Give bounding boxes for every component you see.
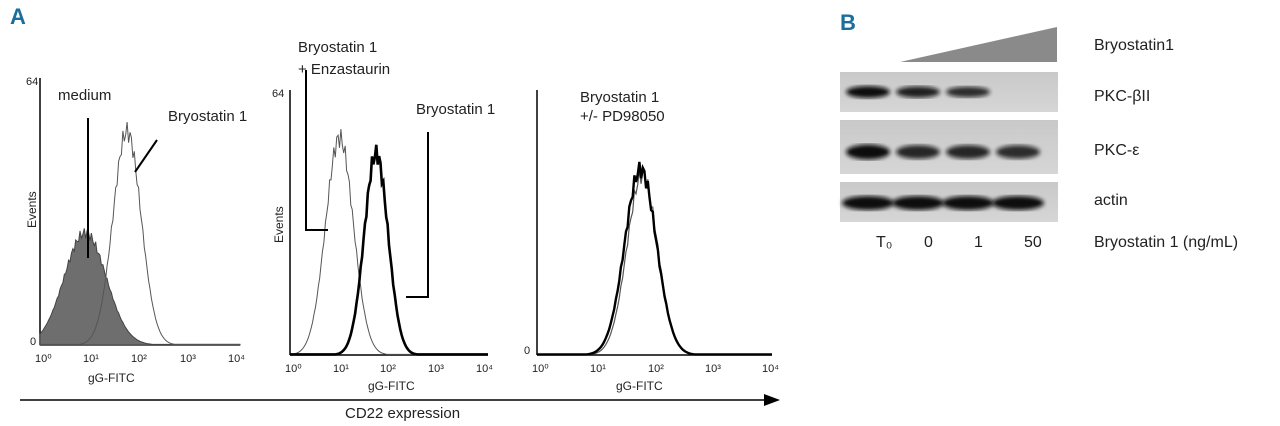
blot-strip-pkc-epsilon: PKC-ε bbox=[840, 120, 1139, 174]
h2-x-ticks: 10⁰ 10¹ 10² 10³ 10⁴ bbox=[285, 363, 493, 375]
h3-x-tick: 10⁰ bbox=[532, 363, 549, 375]
blot-band bbox=[992, 196, 1044, 210]
h3-annotation-line1: Bryostatin 1 bbox=[580, 89, 659, 106]
h3-x-tick: 10² bbox=[648, 363, 664, 375]
h1-series-bryostatin-line bbox=[40, 121, 240, 345]
western-blot: Bryostatin1 PKC-βII PKC-ε actin T₀ 0 1 5… bbox=[840, 27, 1238, 251]
h1-series-medium-filled bbox=[39, 228, 241, 346]
h3-y-min-label: 0 bbox=[524, 345, 530, 357]
band-group bbox=[846, 86, 990, 98]
band-group bbox=[842, 196, 1044, 210]
h2-series-bryostatin-thick bbox=[290, 144, 488, 356]
blot-strip-actin: actin bbox=[840, 182, 1128, 222]
h1-y-min-label: 0 bbox=[30, 336, 36, 348]
h1-annotation-bryostatin: Bryostatin 1 bbox=[168, 108, 247, 125]
h3-x-label: gG-FITC bbox=[616, 379, 663, 393]
h3-x-tick: 10⁴ bbox=[762, 363, 779, 375]
blot-band bbox=[896, 86, 940, 98]
blot-band bbox=[846, 144, 890, 160]
blot-band bbox=[942, 196, 994, 210]
h3-x-tick: 10³ bbox=[705, 363, 721, 375]
h2-annotation-line1: Bryostatin 1 bbox=[298, 39, 377, 56]
blot-band bbox=[946, 86, 990, 98]
h3-x-ticks: 10⁰ 10¹ 10² 10³ 10⁴ bbox=[532, 363, 779, 375]
band-group bbox=[846, 144, 1040, 160]
h2-annotation-line2: + Enzastaurin bbox=[298, 61, 390, 78]
h3-annotation-line2: +/- PD98050 bbox=[580, 108, 665, 125]
h2-y-max-label: 64 bbox=[272, 88, 284, 100]
h2-annotation-bryostatin: Bryostatin 1 bbox=[416, 101, 495, 118]
h3-x-tick: 10¹ bbox=[590, 363, 606, 375]
h1-bryostatin-marker bbox=[134, 139, 158, 173]
h3-series-thin-line bbox=[537, 170, 772, 355]
h1-annotation-medium: medium bbox=[58, 87, 111, 104]
lane-label: 1 bbox=[974, 234, 983, 251]
h2-x-tick: 10² bbox=[380, 363, 396, 375]
row-label-pkc-betaii: PKC-βII bbox=[1094, 88, 1150, 105]
lane-label: 0 bbox=[924, 234, 933, 251]
h1-x-tick: 10³ bbox=[180, 353, 196, 365]
cd22-arrow-head bbox=[764, 394, 780, 406]
lane-label: T₀ bbox=[876, 234, 892, 251]
blot-band bbox=[892, 196, 944, 210]
blot-band bbox=[996, 145, 1040, 159]
cd22-expression-axis: CD22 expression bbox=[20, 394, 780, 422]
lane-label: 50 bbox=[1024, 234, 1042, 251]
panel-letter-a: A bbox=[10, 4, 26, 29]
row-label-pkc-epsilon: PKC-ε bbox=[1094, 142, 1139, 159]
blot-strip-pkc-betaii: PKC-βII bbox=[840, 72, 1150, 112]
h2-x-tick: 10⁰ bbox=[285, 363, 302, 375]
blot-band bbox=[946, 145, 990, 159]
h2-x-tick: 10¹ bbox=[333, 363, 349, 375]
lane-labels: T₀ 0 1 50 bbox=[876, 234, 1042, 251]
blot-band bbox=[896, 145, 940, 159]
histogram-1: 64 0 Events medium Bryostatin 1 10⁰ 10¹ … bbox=[25, 76, 247, 385]
h2-enzastaurin-bracket bbox=[305, 70, 328, 231]
h1-x-tick: 10⁰ bbox=[35, 353, 52, 365]
bryostatin-gradient-wedge bbox=[900, 27, 1057, 62]
h2-x-tick: 10⁴ bbox=[476, 363, 493, 375]
treatment-label: Bryostatin1 bbox=[1094, 37, 1174, 54]
h1-y-max-label: 64 bbox=[26, 76, 38, 88]
h1-y-label: Events bbox=[25, 191, 39, 228]
h1-x-tick: 10¹ bbox=[83, 353, 99, 365]
cd22-expression-label: CD22 expression bbox=[345, 405, 460, 422]
histogram-3: 0 Bryostatin 1 +/- PD98050 10⁰ 10¹ 10² 1… bbox=[524, 89, 779, 393]
h3-series-thick-line bbox=[537, 161, 772, 356]
panel-letter-b: B bbox=[840, 10, 856, 35]
h1-x-ticks: 10⁰ 10¹ 10² 10³ 10⁴ bbox=[35, 353, 245, 365]
h1-x-label: gG-FITC bbox=[88, 371, 135, 385]
h1-x-tick: 10⁴ bbox=[228, 353, 245, 365]
h2-bryostatin-bracket bbox=[406, 132, 429, 298]
h1-x-tick: 10² bbox=[131, 353, 147, 365]
blot-band bbox=[842, 196, 894, 210]
lanes-axis-label: Bryostatin 1 (ng/mL) bbox=[1094, 234, 1238, 251]
h2-x-label: gG-FITC bbox=[368, 379, 415, 393]
row-label-actin: actin bbox=[1094, 192, 1128, 209]
histogram-2: 64 Events Bryostatin 1 + Enzastaurin Bry… bbox=[272, 39, 495, 393]
h2-x-tick: 10³ bbox=[428, 363, 444, 375]
h2-y-label: Events bbox=[272, 206, 286, 243]
blot-band bbox=[846, 86, 890, 98]
